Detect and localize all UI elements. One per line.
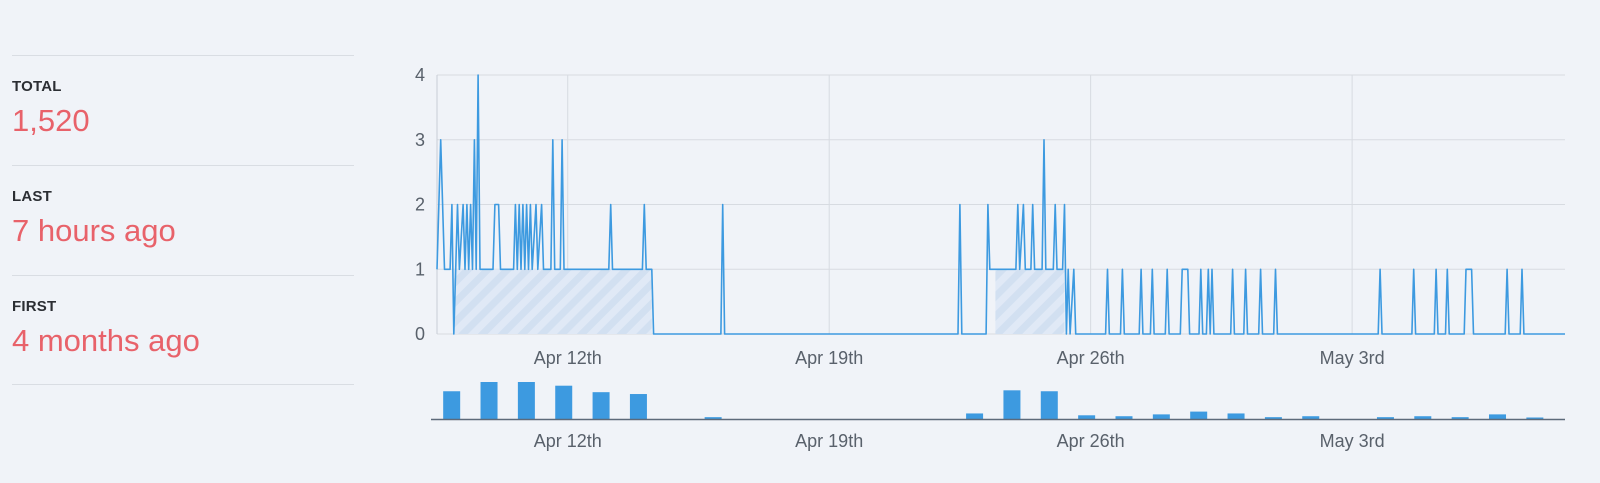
stat-first-value: 4 months ago (12, 323, 200, 358)
stat-last-label: LAST (12, 188, 52, 205)
stats-panel: TOTAL 1,520 LAST 7 hours ago FIRST 4 mon… (12, 55, 354, 385)
overview-bar (592, 392, 610, 419)
overview-bar (1302, 416, 1320, 419)
overview-bar (1414, 416, 1432, 419)
overview-bar (1078, 415, 1096, 419)
line-chart: 0 1 2 3 4 Apr 12th Apr 19th Apr 26th May 3rd (415, 65, 1565, 368)
x-tick-label: Apr 12th (534, 348, 602, 368)
overview-bar (1152, 414, 1170, 419)
stat-last-value: 7 hours ago (12, 213, 176, 248)
overview-bar (480, 382, 498, 419)
overview-bar (966, 413, 984, 419)
y-tick-label: 0 (415, 324, 425, 344)
stat-total-value: 1,520 (12, 103, 90, 138)
stat-last: LAST 7 hours ago (12, 165, 354, 275)
y-tick-label: 2 (415, 195, 425, 215)
x-tick-label: Apr 19th (795, 348, 863, 368)
x-tick-label: May 3rd (1320, 348, 1385, 368)
overview-bar (1526, 417, 1544, 419)
overview-bar (517, 382, 535, 419)
overview-x-tick-label: Apr 12th (534, 431, 602, 451)
y-tick-label: 3 (415, 130, 425, 150)
overview-bar (555, 385, 573, 419)
overview-bar (1040, 391, 1058, 419)
overview-bar (1190, 411, 1208, 419)
overview-bar (1376, 417, 1394, 419)
overview-bar (1489, 414, 1507, 419)
overview-x-tick-label: May 3rd (1320, 431, 1385, 451)
stat-first-label: FIRST (12, 298, 57, 315)
overview-bar (1451, 417, 1469, 419)
overview-bar (443, 391, 461, 419)
overview-bar (629, 394, 647, 419)
overview-bar (704, 417, 722, 419)
overview-bar (1264, 417, 1282, 419)
overview-bar (1003, 390, 1021, 419)
stat-total-label: TOTAL (12, 78, 62, 95)
overview-bar (1227, 413, 1245, 419)
overview-bar (1115, 416, 1133, 419)
stat-first: FIRST 4 months ago (12, 275, 354, 385)
x-tick-label: Apr 26th (1057, 348, 1125, 368)
y-tick-label: 4 (415, 65, 425, 85)
stat-total: TOTAL 1,520 (12, 55, 354, 165)
baseline-range (453, 269, 652, 334)
overview-bar-chart[interactable]: Apr 12th Apr 19th Apr 26th May 3rd (431, 382, 1565, 451)
y-tick-label: 1 (415, 259, 425, 279)
overview-x-tick-label: Apr 26th (1057, 431, 1125, 451)
series-line (436, 74, 1565, 335)
baseline-range (995, 269, 1065, 334)
overview-x-tick-label: Apr 19th (795, 431, 863, 451)
